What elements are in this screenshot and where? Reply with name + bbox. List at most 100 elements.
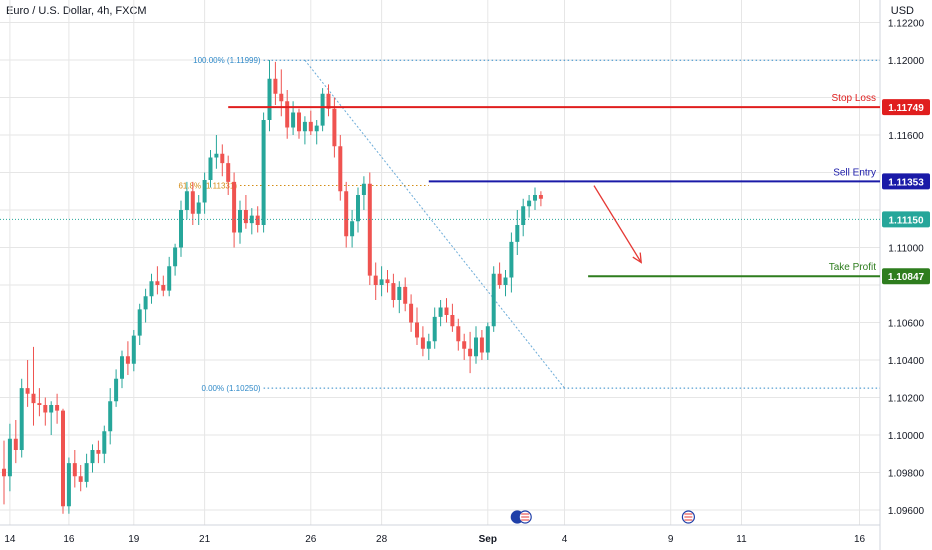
candle-body [356, 195, 360, 222]
currency-label[interactable]: USD [890, 5, 914, 17]
candle-body [409, 303, 414, 323]
candle-body [332, 108, 337, 147]
candle-body [373, 275, 378, 285]
candle-body [214, 153, 219, 158]
candle-body [243, 210, 248, 224]
y-tick-label: 1.10000 [888, 431, 925, 442]
current-price-label: 1.11150 [888, 215, 923, 226]
x-tick-label: 28 [376, 534, 388, 545]
candle-body [415, 322, 419, 338]
x-tick-label: 16 [854, 534, 866, 545]
candle-body [291, 112, 296, 128]
candle-body [308, 121, 313, 132]
candle-body [173, 247, 178, 267]
candle-body [503, 277, 508, 285]
x-tick-label: 14 [4, 534, 16, 545]
candle-body [131, 335, 136, 364]
y-tick-label: 1.11000 [888, 244, 924, 255]
candle-body [521, 206, 526, 225]
candle-body [96, 450, 101, 454]
x-tick-label: 11 [736, 534, 747, 545]
candle-body [7, 438, 12, 477]
candle-body [232, 181, 237, 233]
candle-body [426, 341, 431, 349]
candle-body [226, 163, 231, 182]
candle-body [102, 431, 107, 454]
candle-body [403, 286, 408, 304]
candle-body [491, 273, 496, 327]
y-tick-label: 1.10400 [888, 356, 925, 367]
level-price-label: 1.10847 [888, 272, 925, 283]
candle-body [167, 266, 172, 291]
candle-body [238, 210, 242, 233]
y-tick-label: 1.11600 [888, 131, 924, 142]
candle-body [515, 225, 520, 242]
candle-body [25, 388, 30, 394]
candle-body [338, 146, 343, 192]
x-tick-label: 19 [128, 534, 140, 545]
candle-body [161, 285, 166, 291]
candle-body [108, 401, 113, 432]
level-name: Sell Entry [833, 167, 876, 178]
candle-body [273, 78, 278, 94]
candle-body [367, 183, 372, 276]
candle-body [72, 463, 77, 477]
candle-body [444, 307, 449, 315]
candle-body [37, 403, 42, 405]
level-price-label: 1.11749 [888, 103, 924, 114]
x-tick-label: 9 [668, 534, 674, 545]
candle-body [61, 410, 65, 507]
candle-body [397, 286, 402, 300]
candle-body [267, 78, 272, 120]
projection-arrow-head [632, 252, 642, 264]
candle-body [202, 180, 207, 203]
candle-body [344, 191, 349, 237]
candle-body [497, 273, 502, 285]
candle-body [533, 195, 537, 201]
candle-body [137, 309, 142, 336]
candle-body [220, 153, 225, 164]
candle-body [149, 281, 154, 297]
candle-body [184, 191, 189, 210]
candle-body [125, 356, 130, 364]
candle-body [43, 405, 48, 413]
level-price-tag [882, 173, 930, 190]
us-flag-icon[interactable] [681, 510, 696, 524]
candle-body [432, 316, 437, 342]
candle-body [438, 307, 443, 317]
candle-body [179, 210, 183, 248]
candle-body [31, 393, 36, 404]
candle-body [2, 468, 6, 477]
candle-body [261, 120, 266, 225]
candle-body [143, 296, 148, 310]
candle-body [297, 112, 301, 132]
level-name: Take Profit [829, 262, 876, 273]
level-price-tag [882, 268, 930, 285]
chart-title: Euro / U.S. Dollar, 4h, FXCM [6, 5, 147, 17]
candle-body [55, 405, 60, 411]
candle-body [450, 315, 455, 327]
candle-body [285, 101, 290, 128]
candle-body [391, 283, 396, 300]
candle-body [527, 200, 532, 207]
fib-level-label: 100.00% (1.11999) [193, 56, 261, 65]
x-tick-label: 16 [63, 534, 75, 545]
y-tick-label: 1.10600 [888, 319, 925, 330]
candle-body [320, 93, 325, 126]
candle-body [155, 281, 160, 285]
candle-body [379, 279, 384, 285]
y-tick-label: 1.12200 [888, 19, 925, 30]
level-name: Stop Loss [832, 93, 876, 104]
x-tick-label: Sep [479, 534, 497, 545]
candle-body [49, 405, 54, 413]
candle-body [114, 378, 119, 402]
candle-body [19, 388, 24, 450]
candle-body [279, 93, 284, 102]
candle-body [302, 121, 307, 132]
us-flag-icon[interactable] [518, 510, 532, 524]
candle-body [90, 450, 95, 464]
candle-body [120, 356, 124, 379]
candle-body [485, 326, 490, 353]
y-tick-label: 1.09800 [888, 469, 925, 480]
